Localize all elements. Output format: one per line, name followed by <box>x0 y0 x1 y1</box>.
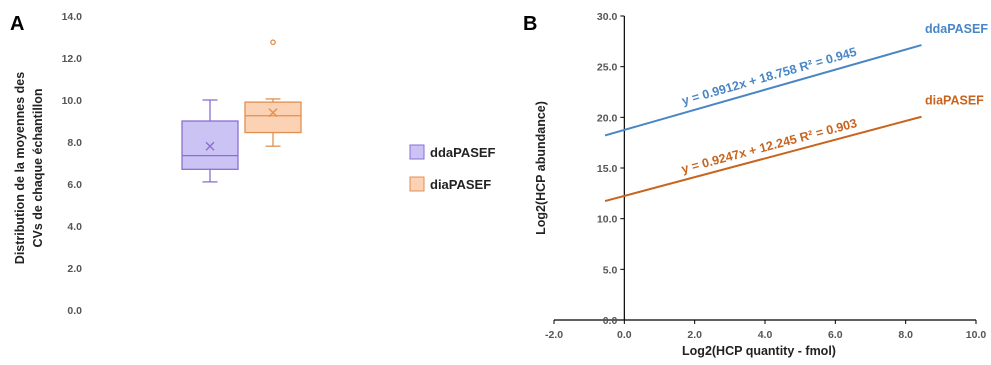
boxplot-y-tick-label: 12.0 <box>62 53 83 65</box>
line-x-tick-label: 10.0 <box>966 329 987 341</box>
line-marks: y = 0.9912x + 18.758 R² = 0.945 ddaPASEF y… <box>604 22 988 203</box>
line-x-tick-label: 6.0 <box>828 329 843 341</box>
panel-a-letter: A <box>10 13 24 35</box>
boxplot-y-tick-label: 14.0 <box>62 11 83 23</box>
legend-label-ddaPASEF: ddaPASEF <box>430 145 496 160</box>
mean-marker-diaPASEF <box>268 108 278 118</box>
outlier-diaPASEF <box>270 39 276 46</box>
line-axes: 0.0 5.0 10.0 15.0 20.0 25.0 30.0 -2.0 0.0 2.0 4.0 6… <box>545 11 986 341</box>
box-ddaPASEF <box>181 120 239 170</box>
boxplot-legend: ddaPASEF diaPASEF <box>409 144 496 192</box>
line-y-tick-label: 15.0 <box>597 163 618 175</box>
series-label-diaPASEF: diaPASEF <box>925 94 984 108</box>
line-xlabel: Log2(HCP quantity - fmol) <box>682 344 836 358</box>
boxplot-chart: Distribution de la moyennes des CVs de c… <box>13 11 496 317</box>
boxplot-y-tick-label: 10.0 <box>62 95 83 107</box>
boxplot-y-tick-label: 0.0 <box>67 305 82 317</box>
boxplot-ylabel-line1: Distribution de la moyennes des <box>13 72 27 264</box>
line-x-tick-label: 4.0 <box>758 329 773 341</box>
trend-line-ddaPASEF <box>604 44 922 137</box>
boxplot-y-tick-label: 8.0 <box>67 137 82 149</box>
boxplot-y-tick-label: 4.0 <box>67 221 82 233</box>
line-chart: Log2(HCP abundance) Log2(HCP quantity - … <box>534 11 988 358</box>
line-x-tick-label: 0.0 <box>617 329 632 341</box>
line-ylabel: Log2(HCP abundance) <box>534 101 548 235</box>
trend-line-diaPASEF <box>604 115 922 203</box>
boxplot-ylabel-line2: CVs de chaque échantillon <box>31 88 45 247</box>
series-label-ddaPASEF: ddaPASEF <box>925 22 988 36</box>
line-y-tick-label: 10.0 <box>597 214 618 226</box>
line-x-tick-label: 8.0 <box>898 329 913 341</box>
boxplot-y-tick-label: 6.0 <box>67 179 82 191</box>
mean-marker-ddaPASEF <box>205 141 215 151</box>
line-x-tick-label: -2.0 <box>545 329 563 341</box>
boxplot-marks <box>181 39 302 183</box>
line-y-tick-label: 0.0 <box>603 315 618 327</box>
legend-swatch-diaPASEF <box>409 176 425 192</box>
boxplot-y-tick-label: 2.0 <box>67 263 82 275</box>
box-diaPASEF <box>244 101 302 134</box>
line-y-tick-label: 20.0 <box>597 112 618 124</box>
line-y-tick-label: 5.0 <box>603 264 618 276</box>
legend-swatch-ddaPASEF <box>409 144 425 160</box>
line-x-tick-label: 2.0 <box>687 329 702 341</box>
panel-b-letter: B <box>523 13 537 35</box>
equation-label-diaPASEF: y = 0.9247x + 12.245 R² = 0.903 <box>680 116 859 176</box>
boxplot-y-ticks: 0.0 2.0 4.0 6.0 8.0 10.0 12.0 14.0 <box>62 11 83 317</box>
line-y-tick-label: 30.0 <box>597 11 618 23</box>
line-y-tick-label: 25.0 <box>597 62 618 74</box>
legend-label-diaPASEF: diaPASEF <box>430 177 491 192</box>
equation-label-ddaPASEF: y = 0.9912x + 18.758 R² = 0.945 <box>680 45 858 108</box>
